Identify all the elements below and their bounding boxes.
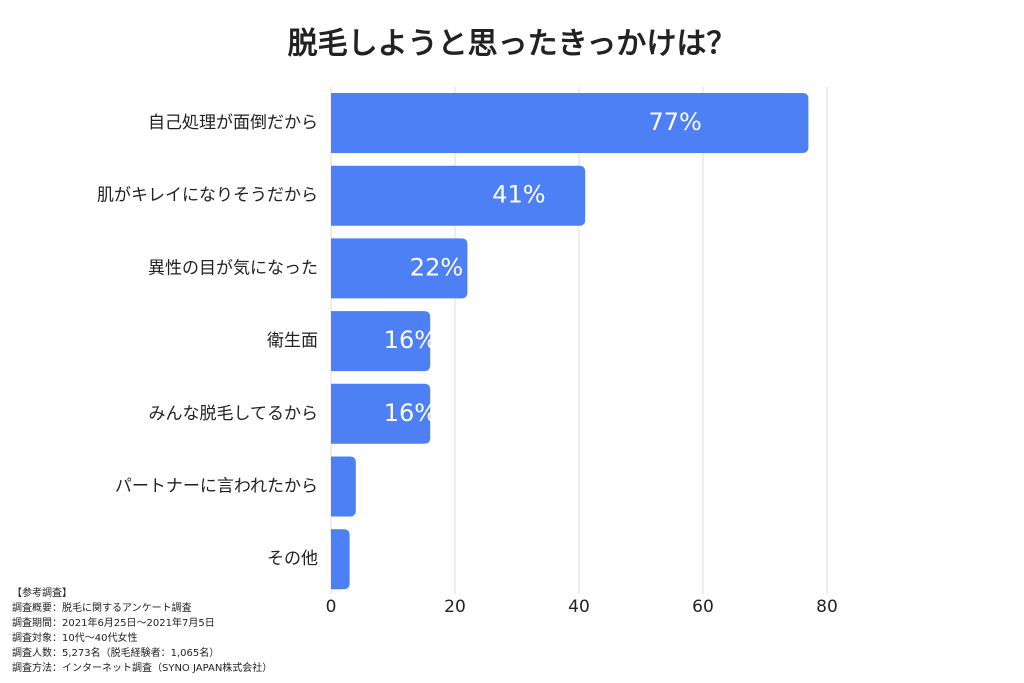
footnote: 調査期間：2021年6月25日〜2021年7月5日 [12,616,215,629]
bar [331,383,431,444]
footnote: 調査概要：脱毛に関するアンケート調査 [12,601,192,614]
footnote: 調査方法：インターネット調査（SYNO JAPAN株式会社） [12,661,272,674]
bar [331,165,586,226]
bar [331,529,350,590]
chart-title: 脱毛しようと思ったきっかけは？ [288,27,737,62]
y-tick-label: 肌がキレイになりそうだから [97,186,318,206]
footnote: 調査人数：5,273名（脱毛経験者：1,065名） [12,646,219,659]
bar [331,456,356,517]
bar [331,93,809,153]
y-tick-label: みんな脱毛してるから [149,404,319,424]
x-tick-label: 80 [816,597,838,617]
footnote: 調査対象：10代〜40代女性 [12,631,137,644]
y-tick-label: パートナーに言われたから [115,477,318,497]
x-tick-label: 0 [326,597,337,617]
y-tick-label: その他 [267,549,318,569]
value-label: 41% [492,181,545,209]
y-tick-label: 自己処理が面倒だから [148,113,318,133]
x-tick-label: 60 [692,597,714,617]
value-label: 16% [384,326,437,354]
value-label: 77% [649,108,702,136]
footnote: 【参考調査】 [12,586,72,599]
bar [331,238,468,299]
x-tick-label: 20 [444,597,466,617]
value-label: 16% [384,399,437,427]
y-tick-label: 異性の目が気になった [148,258,318,278]
y-tick-label: 衛生面 [267,331,318,351]
value-label: 22% [410,253,463,281]
bar [331,311,431,372]
x-tick-label: 40 [568,597,590,617]
